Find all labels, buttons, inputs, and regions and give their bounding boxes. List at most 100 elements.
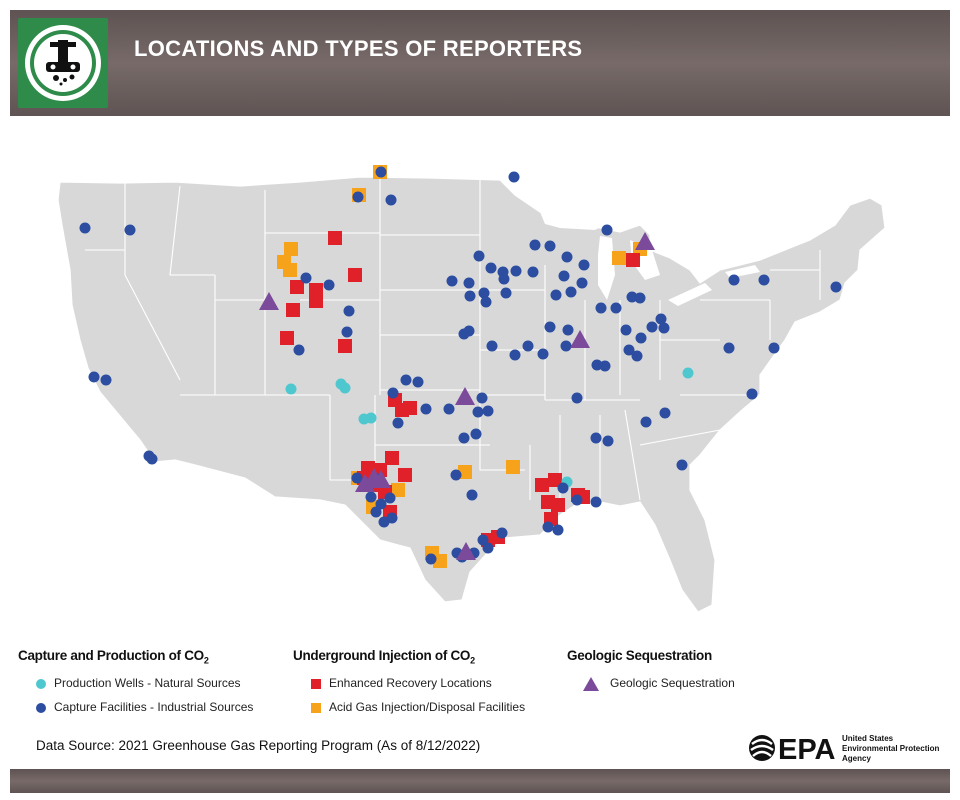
ghgrp-logo — [18, 18, 108, 108]
capture-facility-marker — [635, 332, 647, 344]
capture-facility-marker — [443, 403, 455, 415]
geologic-sequestration-marker — [635, 232, 655, 250]
production-well-marker — [285, 383, 297, 395]
capture-facility-marker — [529, 239, 541, 251]
geologic-sequestration-marker — [371, 470, 391, 488]
capture-facility-marker — [482, 542, 494, 554]
enhanced-recovery-marker — [385, 451, 399, 465]
capture-facility-marker — [599, 360, 611, 372]
capture-facility-marker — [293, 344, 305, 356]
production-well-marker — [682, 367, 694, 379]
lake-erie — [668, 283, 712, 306]
capture-facility-marker — [746, 388, 758, 400]
capture-facility-marker — [458, 432, 470, 444]
capture-facility-marker — [758, 274, 770, 286]
epa-name-line-2: Environmental Protection — [842, 744, 939, 753]
marker-layer — [79, 165, 842, 568]
capture-facility-marker — [562, 324, 574, 336]
capture-facility-marker — [544, 321, 556, 333]
capture-facility-marker — [323, 279, 335, 291]
capture-facility-marker — [578, 259, 590, 271]
capture-facility-marker — [558, 270, 570, 282]
geologic-sequestration-marker — [259, 292, 279, 310]
production-well-marker — [365, 412, 377, 424]
capture-facility-marker — [341, 326, 353, 338]
capture-facility-marker — [412, 376, 424, 388]
legend-square-icon — [311, 679, 321, 689]
capture-facility-marker — [385, 194, 397, 206]
legend-square-icon — [311, 703, 321, 713]
capture-facility-marker — [384, 492, 396, 504]
capture-facility-marker — [626, 291, 638, 303]
legend-item-label: Geologic Sequestration — [610, 676, 735, 690]
capture-facility-marker — [595, 302, 607, 314]
capture-facility-marker — [352, 191, 364, 203]
ghgrp-logo-icon — [25, 25, 101, 101]
capture-facility-marker — [620, 324, 632, 336]
capture-facility-marker — [591, 359, 603, 371]
legend-heading-text: Underground Injection of CO — [293, 648, 471, 663]
capture-facility-marker — [676, 459, 688, 471]
capture-facility-marker — [723, 342, 735, 354]
acid-gas-marker — [283, 263, 297, 277]
acid-gas-marker — [506, 460, 520, 474]
capture-facility-marker — [509, 349, 521, 361]
enhanced-recovery-marker — [280, 331, 294, 345]
great-lakes — [540, 212, 760, 306]
legend-heading-text: Geologic Sequestration — [567, 648, 712, 663]
enhanced-recovery-marker — [286, 303, 300, 317]
capture-facility-marker — [124, 224, 136, 236]
capture-facility-marker — [446, 275, 458, 287]
header-banner: LOCATIONS AND TYPES OF REPORTERS — [10, 10, 950, 116]
legend-heading-text: Capture and Production of CO — [18, 648, 204, 663]
legend-circle-icon — [36, 703, 46, 713]
legend-item-label: Production Wells - Natural Sources — [54, 676, 241, 690]
capture-facility-marker — [601, 224, 613, 236]
capture-facility-marker — [659, 407, 671, 419]
capture-facility-marker — [658, 322, 670, 334]
acid-gas-marker — [391, 483, 405, 497]
capture-facility-marker — [450, 469, 462, 481]
capture-facility-marker — [498, 273, 510, 285]
production-well-marker — [339, 382, 351, 394]
capture-facility-marker — [470, 428, 482, 440]
capture-facility-marker — [590, 432, 602, 444]
geologic-sequestration-marker — [570, 330, 590, 348]
capture-facility-marker — [655, 313, 667, 325]
capture-facility-marker — [477, 534, 489, 546]
enhanced-recovery-marker — [548, 473, 562, 487]
capture-facility-marker — [557, 482, 569, 494]
capture-facility-marker — [486, 340, 498, 352]
footer-banner — [10, 769, 950, 793]
legend-item-label: Capture Facilities - Industrial Sources — [54, 700, 254, 714]
enhanced-recovery-marker — [328, 231, 342, 245]
capture-facility-marker — [623, 344, 635, 356]
capture-facility-marker — [552, 524, 564, 536]
capture-facility-marker — [464, 290, 476, 302]
capture-facility-marker — [527, 266, 539, 278]
capture-facility-marker — [610, 302, 622, 314]
capture-facility-marker — [544, 240, 556, 252]
enhanced-recovery-marker — [398, 468, 412, 482]
capture-facility-marker — [646, 321, 658, 333]
capture-facility-marker — [510, 265, 522, 277]
capture-facility-marker — [500, 287, 512, 299]
capture-facility-marker — [482, 405, 494, 417]
epa-flower-icon — [749, 735, 775, 761]
capture-facility-marker — [576, 277, 588, 289]
enhanced-recovery-marker — [403, 401, 417, 415]
epa-name-line-3: Agency — [842, 754, 871, 763]
capture-facility-marker — [300, 272, 312, 284]
acid-gas-marker — [612, 251, 626, 265]
legend-heading-subscript: 2 — [470, 655, 475, 666]
enhanced-recovery-marker — [551, 498, 565, 512]
capture-facility-marker — [522, 340, 534, 352]
capture-facility-marker — [571, 494, 583, 506]
capture-facility-marker — [88, 371, 100, 383]
legend-triangle-icon — [583, 677, 599, 691]
capture-facility-marker — [728, 274, 740, 286]
capture-facility-marker — [100, 374, 112, 386]
legend-item-label: Enhanced Recovery Locations — [329, 676, 492, 690]
capture-facility-marker — [537, 348, 549, 360]
capture-facility-marker — [640, 416, 652, 428]
